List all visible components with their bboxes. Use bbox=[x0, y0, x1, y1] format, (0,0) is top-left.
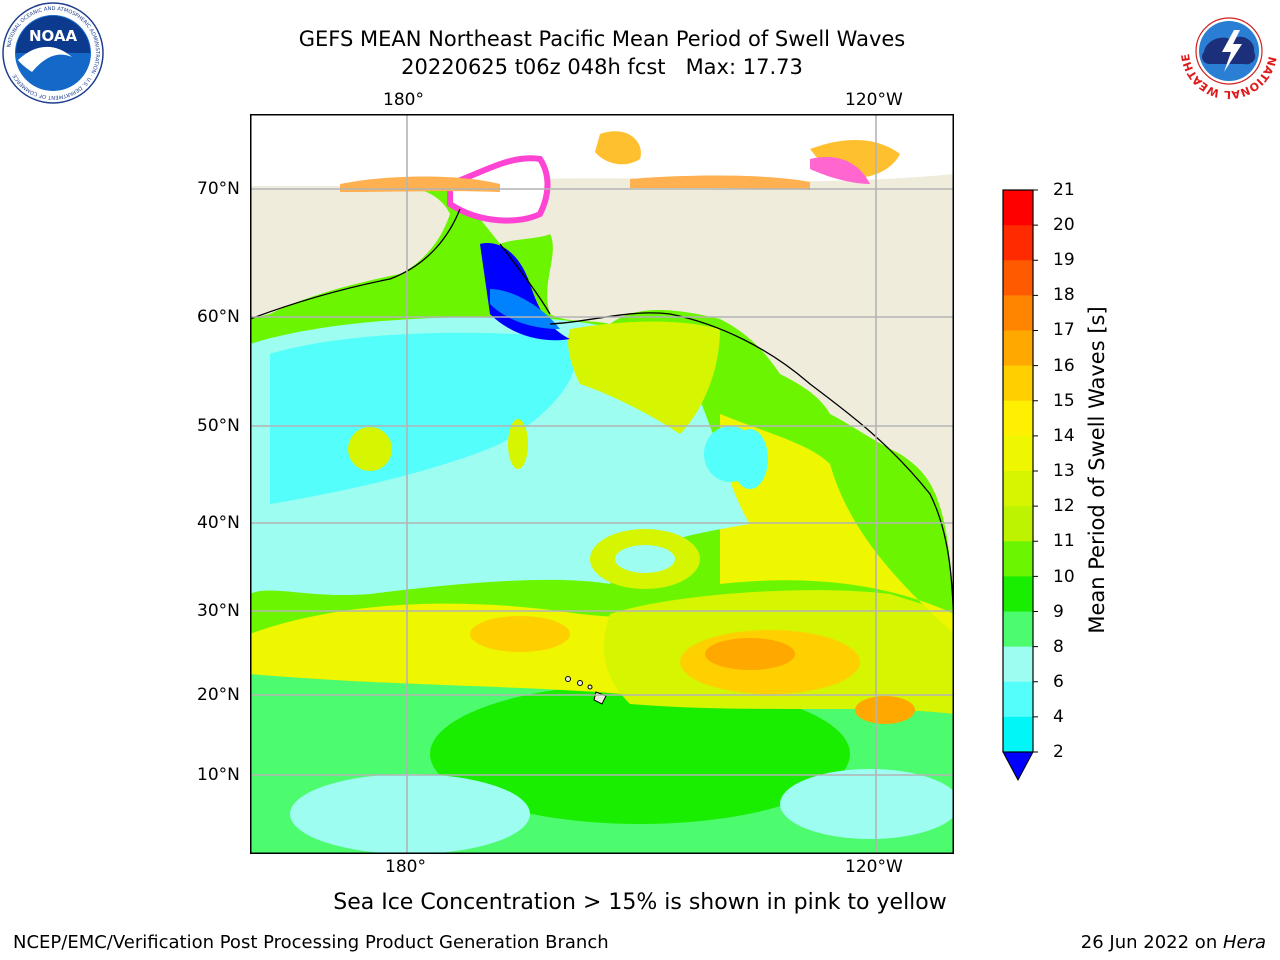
colorbar-band bbox=[1003, 681, 1033, 718]
land-siberia bbox=[250, 186, 450, 319]
ocean-orange-patch-w bbox=[470, 616, 570, 652]
colorbar-band bbox=[1003, 435, 1033, 472]
lat-label-70n: 70°N bbox=[197, 179, 240, 199]
ocean-gulf-yellow bbox=[568, 321, 720, 434]
ocean-central-cyan bbox=[615, 545, 675, 573]
colorbar-band bbox=[1003, 295, 1033, 331]
map-title: GEFS MEAN Northeast Pacific Mean Period … bbox=[298, 27, 906, 51]
footer-date: 26 Jun 2022 on Hera bbox=[1081, 932, 1266, 953]
coastline-north-america bbox=[549, 312, 954, 655]
colorbar-underflow-arrow bbox=[1002, 751, 1034, 782]
bottom-lon-label-120w: 120°W bbox=[845, 857, 903, 877]
ocean-yellow-blob-w bbox=[348, 427, 392, 471]
graticule bbox=[250, 114, 954, 854]
land-north-america bbox=[250, 114, 954, 654]
ocean-yellow-blob-c bbox=[508, 419, 528, 469]
colorbar-band bbox=[1003, 330, 1033, 367]
bering-light-blue bbox=[490, 289, 560, 329]
colorbar-tick-17: 17 bbox=[1053, 320, 1075, 340]
footer-credit: NCEP/EMC/Verification Post Processing Pr… bbox=[13, 932, 609, 953]
swell-period-map bbox=[250, 114, 954, 854]
colorbar-band bbox=[1003, 646, 1033, 683]
sea-ice-yellow-n bbox=[595, 131, 641, 165]
sea-ice-pink-ne bbox=[810, 156, 870, 184]
colorbar-tick-19: 19 bbox=[1053, 250, 1075, 270]
ocean-cyan-patch-sw bbox=[290, 774, 530, 854]
colorbar-band bbox=[1003, 716, 1033, 753]
ocean-cyan-core-gulf bbox=[732, 429, 768, 489]
colorbar-tick-18: 18 bbox=[1053, 285, 1075, 305]
colorbar-band bbox=[1003, 400, 1033, 437]
sea-ice-strip-w bbox=[340, 176, 500, 192]
map-subtitle: 20220625 t06z 048h fcst Max: 17.73 bbox=[401, 55, 803, 79]
colorbar-band bbox=[1003, 541, 1033, 577]
lat-label-10n: 10°N bbox=[197, 765, 240, 785]
colorbar-tick-20: 20 bbox=[1053, 215, 1075, 235]
bering-blue bbox=[480, 243, 570, 341]
colorbar-tick-14: 14 bbox=[1053, 426, 1075, 446]
colorbar-tick-6: 6 bbox=[1053, 672, 1064, 692]
nws-logo: NATIONAL WEATHER SERVICE bbox=[1178, 0, 1279, 101]
colorbar-tick-21: 21 bbox=[1053, 180, 1075, 200]
coastline-bering bbox=[499, 243, 551, 315]
colorbar-tick-2: 2 bbox=[1053, 742, 1064, 762]
ocean-cyan-core-w bbox=[270, 332, 576, 504]
colorbar-band bbox=[1003, 576, 1033, 612]
bottom-lon-label-180: 180° bbox=[385, 857, 426, 877]
lat-label-60n: 60°N bbox=[197, 307, 240, 327]
coastline-siberia bbox=[250, 208, 461, 320]
colorbar-band bbox=[1003, 611, 1033, 648]
colorbar-label: Mean Period of Swell Waves [s] bbox=[1085, 306, 1109, 634]
colorbar bbox=[1002, 189, 1038, 782]
colorbar-band bbox=[1003, 471, 1033, 507]
colorbar-band bbox=[1003, 190, 1033, 226]
lat-label-30n: 30°N bbox=[197, 601, 240, 621]
colorbar-band bbox=[1003, 260, 1033, 296]
colorbar-tick-4: 4 bbox=[1053, 707, 1064, 727]
top-lon-label-120w: 120°W bbox=[845, 90, 903, 110]
ocean-orange-patch-e bbox=[855, 696, 915, 724]
colorbar-band bbox=[1003, 365, 1033, 402]
colorbar-tick-marks bbox=[1033, 189, 1038, 753]
colorbar-tick-12: 12 bbox=[1053, 496, 1075, 516]
colorbar-tick-11: 11 bbox=[1053, 531, 1075, 551]
lat-label-40n: 40°N bbox=[197, 513, 240, 533]
footer-machine: Hera bbox=[1222, 932, 1266, 953]
colorbar-tick-15: 15 bbox=[1053, 391, 1075, 411]
colorbar-tick-8: 8 bbox=[1053, 637, 1064, 657]
noaa-logo: NOAA NATIONAL OCEANIC AND ATMOSPHERIC AD… bbox=[2, 2, 104, 104]
sea-ice-note: Sea Ice Concentration > 15% is shown in … bbox=[333, 890, 947, 915]
colorbar-tick-9: 9 bbox=[1053, 602, 1064, 622]
ocean-orange-max bbox=[705, 638, 795, 670]
ocean-cyan-patch-se bbox=[780, 769, 954, 839]
colorbar-bands bbox=[1003, 190, 1033, 753]
colorbar-tick-16: 16 bbox=[1053, 356, 1075, 376]
map-border bbox=[250, 114, 954, 854]
colorbar-band bbox=[1003, 225, 1033, 261]
ocean-green-patch bbox=[430, 684, 850, 824]
colorbar-tick-13: 13 bbox=[1053, 461, 1075, 481]
top-lon-label-180: 180° bbox=[383, 90, 424, 110]
lat-label-50n: 50°N bbox=[197, 416, 240, 436]
footer-date-text: 26 Jun 2022 on bbox=[1080, 932, 1223, 953]
sea-ice-strip-e bbox=[630, 175, 810, 190]
colorbar-tick-10: 10 bbox=[1053, 567, 1075, 587]
noaa-logo-text: NOAA bbox=[29, 27, 78, 45]
lat-label-20n: 20°N bbox=[197, 685, 240, 705]
colorbar-band bbox=[1003, 506, 1033, 542]
ocean-east-tongue bbox=[720, 414, 954, 634]
